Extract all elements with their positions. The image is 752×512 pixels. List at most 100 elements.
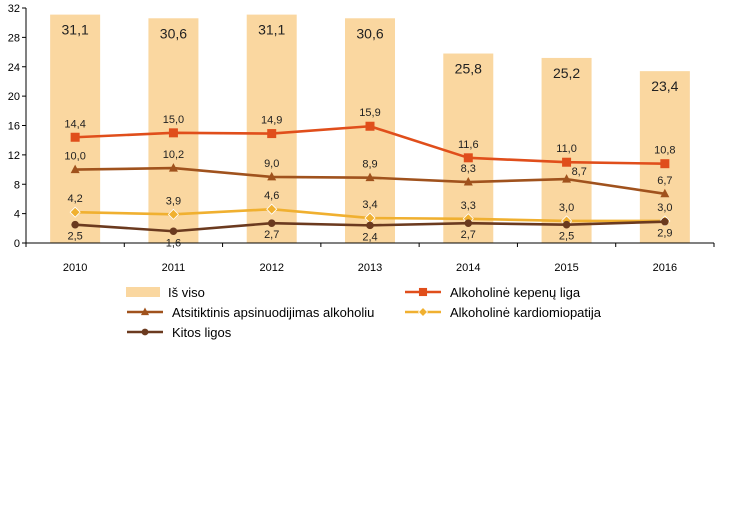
label-s0-2012: 14,9 xyxy=(261,115,282,127)
axes-layer: 0 4 8 12 16 20 24 28 32 2010 2011 2012 2013 2014 2015 2… xyxy=(8,3,715,274)
bar-label-2011: 30,6 xyxy=(160,25,187,41)
x-tick-label-2016: 2016 xyxy=(653,262,677,274)
lines-layer xyxy=(69,121,671,236)
y-tick-label-12: 12 xyxy=(8,150,20,162)
label-s2-2015: 3,0 xyxy=(559,202,574,214)
bar-label-2014: 25,8 xyxy=(455,61,482,77)
label-s1-2016: 6,7 xyxy=(657,175,672,187)
legend-label-total: Iš viso xyxy=(168,284,205,300)
bar-label-2010: 31,1 xyxy=(62,22,89,38)
label-s0-2013: 15,9 xyxy=(359,107,380,119)
label-s1-2011: 10,2 xyxy=(163,149,184,161)
bar-label-2013: 30,6 xyxy=(356,25,383,41)
label-s1-2015: 8,7 xyxy=(572,166,587,178)
legend-item-cardiomyopathy: Alkoholinė kardiomiopatija xyxy=(404,303,601,321)
label-s3-2016: 2,9 xyxy=(657,228,672,240)
point-s0-2014 xyxy=(463,153,473,163)
point-s3-2016 xyxy=(661,217,669,226)
bar-2015 xyxy=(541,57,592,243)
label-s1-2013: 8,9 xyxy=(362,159,377,171)
point-s1-2014 xyxy=(463,177,473,186)
label-s2-2016: 3,0 xyxy=(657,202,672,214)
label-s3-2014: 2,7 xyxy=(461,229,476,241)
legend-marker-3 xyxy=(141,328,149,336)
label-s3-2011: 1,6 xyxy=(166,237,181,249)
label-s2-2012: 4,6 xyxy=(264,190,279,202)
label-s3-2010: 2,5 xyxy=(67,231,82,243)
y-tick-label-28: 28 xyxy=(8,32,20,44)
point-s1-2013 xyxy=(365,172,375,182)
x-tick-label-2012: 2012 xyxy=(259,262,283,274)
legend-label-cardiomyopathy: Alkoholinė kardiomiopatija xyxy=(450,304,602,320)
y-tick-label-20: 20 xyxy=(8,91,20,103)
point-s1-2010 xyxy=(70,164,80,174)
point-s1-2012 xyxy=(267,171,277,181)
label-s2-2013: 3,4 xyxy=(362,199,377,211)
label-s1-2012: 9,0 xyxy=(264,158,279,170)
point-s3-2013 xyxy=(366,221,374,230)
label-s2-2010: 4,2 xyxy=(67,193,82,205)
legend-label-liver-disease: Alkoholinė kepenų liga xyxy=(450,284,581,300)
point-s3-2015 xyxy=(562,220,571,229)
label-s3-2012: 2,7 xyxy=(264,229,279,241)
bar-label-2015: 25,2 xyxy=(553,65,580,81)
point-s3-2014 xyxy=(464,219,473,227)
labels-layer: 31,1 30,6 31,1 30,6 25,8 25,2 23,4 14,4 15,0 14,9… xyxy=(62,22,679,250)
point-s0-2010 xyxy=(70,132,80,142)
point-s2-2010 xyxy=(69,206,81,218)
point-s2-2012 xyxy=(266,203,278,215)
bars-layer xyxy=(50,14,690,243)
x-tick-label-2011: 2011 xyxy=(162,262,186,274)
label-s3-2013: 2,4 xyxy=(362,231,377,243)
y-tick-label-24: 24 xyxy=(8,62,20,74)
label-s0-2010: 14,4 xyxy=(64,118,85,130)
y-tick-label-4: 4 xyxy=(14,209,20,221)
legend-swatch-bar xyxy=(126,287,160,297)
legend-swatch-square xyxy=(405,287,441,297)
legend-swatch-triangle xyxy=(127,307,163,316)
x-tick-label-2014: 2014 xyxy=(456,262,480,274)
bar-label-2016: 23,4 xyxy=(651,78,678,94)
label-s1-2014: 8,3 xyxy=(461,163,476,175)
label-s3-2015: 2,5 xyxy=(559,231,574,243)
label-s0-2011: 15,0 xyxy=(163,114,184,126)
label-s0-2015: 11,0 xyxy=(556,143,577,155)
point-s1-2015 xyxy=(562,174,572,183)
legend-label-other-diseases: Kitos ligos xyxy=(172,324,232,340)
legend-item-poisoning: Atsitiktinis apsinuodijimas alkoholiu xyxy=(126,303,374,321)
y-tick-label-0: 0 xyxy=(14,238,20,250)
point-s0-2012 xyxy=(267,129,277,139)
point-s2-2011 xyxy=(167,208,179,220)
label-s2-2014: 3,3 xyxy=(461,200,476,212)
bar-2010 xyxy=(50,14,101,243)
point-s3-2010 xyxy=(71,220,79,229)
point-s1-2016 xyxy=(660,188,670,198)
point-s3-2012 xyxy=(267,219,276,227)
y-tick-label-32: 32 xyxy=(8,3,20,15)
legend-label-poisoning: Atsitiktinis apsinuodijimas alkoholiu xyxy=(172,304,375,320)
legend-item-total: Iš viso xyxy=(126,283,205,301)
label-s0-2014: 11,6 xyxy=(458,139,479,151)
x-tick-label-2010: 2010 xyxy=(63,262,87,274)
legend-marker-1 xyxy=(140,307,150,316)
bar-label-2012: 31,1 xyxy=(258,22,285,38)
legend-marker-2 xyxy=(417,306,429,318)
x-tick-label-2013: 2013 xyxy=(358,262,382,274)
point-s1-2011 xyxy=(168,163,178,172)
label-s2-2011: 3,9 xyxy=(166,195,181,207)
x-tick-label-2015: 2015 xyxy=(554,262,578,274)
point-s0-2013 xyxy=(365,121,375,131)
legend-swatch-circle xyxy=(127,328,163,336)
point-s0-2011 xyxy=(168,128,178,138)
legend-item-other-diseases: Kitos ligos xyxy=(126,323,231,341)
legend-swatch-diamond xyxy=(405,306,441,318)
bar-2016 xyxy=(639,71,690,243)
y-tick-label-16: 16 xyxy=(8,121,20,133)
legend-item-liver-disease: Alkoholinė kepenų liga xyxy=(404,283,580,301)
y-tick-label-8: 8 xyxy=(14,179,20,191)
legend-marker-0 xyxy=(418,287,428,297)
point-s0-2016 xyxy=(660,159,670,169)
bar-2014 xyxy=(443,53,494,243)
label-s1-2010: 10,0 xyxy=(64,151,85,163)
